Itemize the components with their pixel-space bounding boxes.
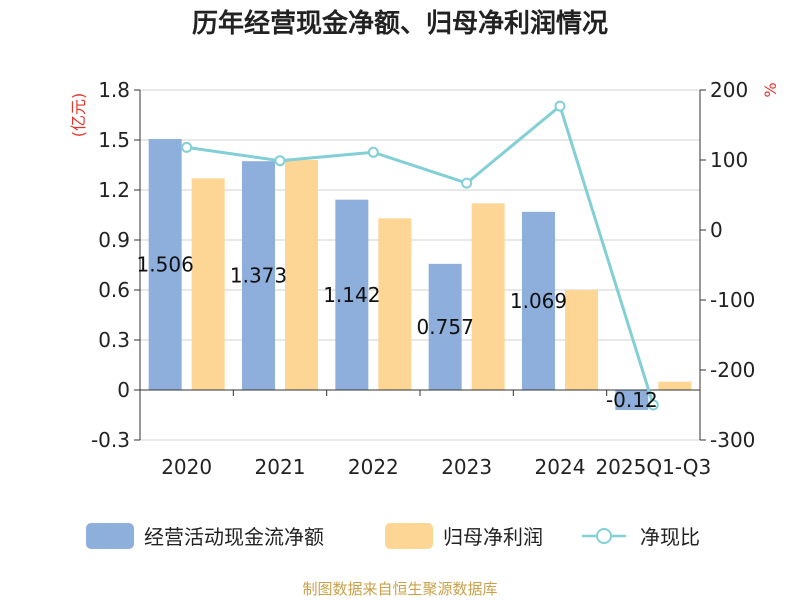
x-tick-label: 2021 [255, 455, 306, 479]
ratio-point [647, 399, 659, 411]
left-tick-label: 0.3 [98, 328, 130, 352]
right-tick-label: 100 [710, 148, 748, 172]
cashflow-bar [522, 211, 555, 390]
source-note: 制图数据来自恒生聚源数据库 [302, 580, 497, 598]
x-tick-label: 2023 [441, 455, 492, 479]
legend: 经营活动现金流净额 归母净利润 净现比 [86, 523, 700, 549]
right-tick-label: -200 [710, 358, 755, 382]
x-tick-label: 2024 [535, 455, 586, 479]
ratio-point [181, 141, 193, 153]
legend-cashflow-label: 经营活动现金流净额 [144, 525, 324, 549]
x-tick-label: 2020 [161, 455, 212, 479]
ratio-point [274, 155, 286, 167]
cashflow-bar [242, 161, 275, 390]
cashflow-data-label: 1.506 [137, 253, 194, 277]
ratio-point [554, 100, 566, 112]
profit-bar [471, 203, 505, 390]
ratio-point [367, 146, 379, 158]
axes: -0.3 0 0.3 0.6 0.9 1.2 1.5 1.8 -300 -200 -100 0 100 2… [69, 78, 780, 479]
right-tick-label: -100 [710, 288, 755, 312]
bars [148, 139, 692, 410]
data-labels: 1.506 1.373 1.142 0.757 1.069 -0.12 [137, 253, 658, 413]
right-axis-unit: % [761, 82, 780, 97]
legend-ratio-swatch-marker [596, 528, 612, 544]
left-tick-label: 1.2 [98, 178, 130, 202]
right-tick-label: -300 [710, 428, 755, 452]
left-tick-label: 1.8 [98, 78, 130, 102]
legend-ratio-label: 净现比 [640, 525, 700, 549]
cashflow-data-label: 0.757 [417, 315, 474, 339]
profit-bar [191, 178, 225, 390]
profit-bar [378, 218, 412, 390]
cashflow-data-label: 1.069 [510, 289, 567, 313]
profit-bar [285, 160, 318, 390]
cashflow-bar [615, 390, 649, 410]
cashflow-bar [428, 263, 462, 390]
left-tick-label: 0 [117, 378, 130, 402]
left-tick-label: 0.6 [98, 278, 130, 302]
left-axis-unit: (亿元) [69, 93, 88, 138]
ratio-line-path [186, 103, 655, 406]
chart-title: 历年经营现金净额、归母净利润情况 [192, 8, 608, 39]
cashflow-data-label: 1.373 [230, 264, 287, 288]
cashflow-bar [148, 139, 182, 390]
cashflow-data-label: 1.142 [323, 283, 380, 307]
cashflow-bar [335, 199, 369, 390]
x-tick-label: 2025Q1-Q3 [595, 455, 711, 479]
profit-bar [658, 381, 692, 390]
cashflow-data-label: -0.12 [606, 388, 658, 412]
x-tick-label: 2022 [348, 455, 399, 479]
legend-profit-label: 归母净利润 [443, 525, 543, 549]
left-tick-label: -0.3 [91, 428, 130, 452]
ratio-point [461, 177, 473, 189]
right-tick-label: 200 [710, 78, 748, 102]
legend-profit-swatch [385, 523, 433, 549]
left-tick-label: 0.9 [98, 228, 130, 252]
left-tick-label: 1.5 [98, 128, 130, 152]
right-tick-label: 0 [710, 218, 723, 242]
ratio-line [181, 100, 659, 411]
profit-bar [565, 290, 598, 390]
legend-cashflow-swatch [86, 523, 134, 549]
